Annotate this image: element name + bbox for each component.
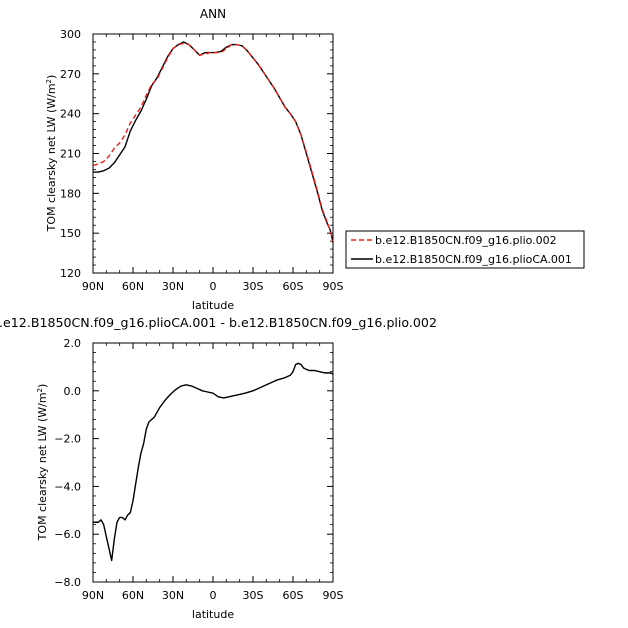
plot-frame-2 bbox=[92, 342, 334, 583]
x-tick-label-2: 30S bbox=[243, 589, 264, 602]
series-line-1-2 bbox=[93, 362, 334, 562]
x-axis-label-2: latitude bbox=[192, 608, 234, 621]
series-lines-2 bbox=[93, 362, 334, 562]
x-tick-label-2: 30N bbox=[162, 589, 184, 602]
y-tick-label: 240 bbox=[60, 108, 81, 121]
y-axis-ticks: 120 150 180 210 240 270 300 bbox=[60, 28, 333, 280]
bottom-panel: b.e12.B1850CN.f09_g16.plioCA.001 - b.e12… bbox=[0, 315, 437, 621]
y-tick-label: 300 bbox=[60, 28, 81, 41]
legend-box bbox=[345, 230, 585, 269]
series-lines bbox=[92, 41, 334, 243]
y-tick-label: 270 bbox=[60, 68, 81, 81]
plot-frame bbox=[92, 33, 334, 274]
x-tick-label: 60S bbox=[283, 280, 304, 293]
series-line-2 bbox=[93, 41, 334, 243]
y-tick-label: 210 bbox=[60, 148, 81, 161]
y-tick-label: 180 bbox=[60, 187, 81, 200]
top-panel: ANN 90N 60N 30N 0 30S 60S 90S 120 150 180 210 240 2… bbox=[45, 7, 585, 312]
series-line-1 bbox=[92, 42, 334, 242]
legend: b.e12.B1850CN.f09_g16.plio.002 b.e12.B18… bbox=[345, 230, 585, 269]
y-axis-label-2-main: TOM clearsky net LW (W/m bbox=[36, 392, 49, 541]
y-tick-label: 150 bbox=[60, 227, 81, 240]
y-axis-label: TOM clearsky net LW (W/m2) bbox=[45, 75, 58, 233]
x-tick-label-2: 60N bbox=[122, 589, 144, 602]
y-axis-label-2-superscript: 2 bbox=[36, 388, 44, 392]
x-axis-ticks: 90N 60N 30N 0 30S 60S 90S bbox=[82, 34, 344, 293]
x-tick-label: 30S bbox=[243, 280, 264, 293]
x-tick-label: 90S bbox=[323, 280, 344, 293]
x-axis-ticks-2: 90N 60N 30N 0 30S 60S 90S bbox=[82, 343, 344, 602]
y-tick-label-2: 2.0 bbox=[64, 337, 82, 350]
y-tick-label: 120 bbox=[60, 267, 81, 280]
x-tick-label-2: 90S bbox=[323, 589, 344, 602]
legend-entry-series-2: b.e12.B1850CN.f09_g16.plioCA.001 bbox=[375, 253, 572, 266]
y-axis-label-2-close: ) bbox=[36, 384, 49, 388]
y-axis-label-main: TOM clearsky net LW (W/m bbox=[45, 83, 58, 232]
y-tick-label-2: −4.0 bbox=[54, 480, 81, 493]
y-axis-ticks-2: −8.0 −6.0 −4.0 −2.0 0.0 2.0 bbox=[54, 337, 333, 589]
x-tick-label: 0 bbox=[210, 280, 217, 293]
x-tick-label-2: 0 bbox=[210, 589, 217, 602]
x-tick-label: 60N bbox=[122, 280, 144, 293]
x-tick-label: 90N bbox=[82, 280, 104, 293]
x-axis-label: latitude bbox=[192, 299, 234, 312]
legend-entry-series-1: b.e12.B1850CN.f09_g16.plio.002 bbox=[375, 234, 557, 247]
y-tick-label-2: −6.0 bbox=[54, 528, 81, 541]
chart-title: ANN bbox=[200, 7, 226, 21]
y-tick-label-2: 0.0 bbox=[64, 385, 82, 398]
difference-title: b.e12.B1850CN.f09_g16.plioCA.001 - b.e12… bbox=[0, 315, 437, 330]
y-axis-label-2: TOM clearsky net LW (W/m2) bbox=[36, 384, 49, 542]
y-axis-label-superscript: 2 bbox=[45, 79, 53, 83]
x-tick-label-2: 90N bbox=[82, 589, 104, 602]
x-tick-label-2: 60S bbox=[283, 589, 304, 602]
y-tick-label-2: −8.0 bbox=[54, 576, 81, 589]
y-axis-label-close: ) bbox=[45, 75, 58, 79]
y-tick-label-2: −2.0 bbox=[54, 433, 81, 446]
x-tick-label: 30N bbox=[162, 280, 184, 293]
